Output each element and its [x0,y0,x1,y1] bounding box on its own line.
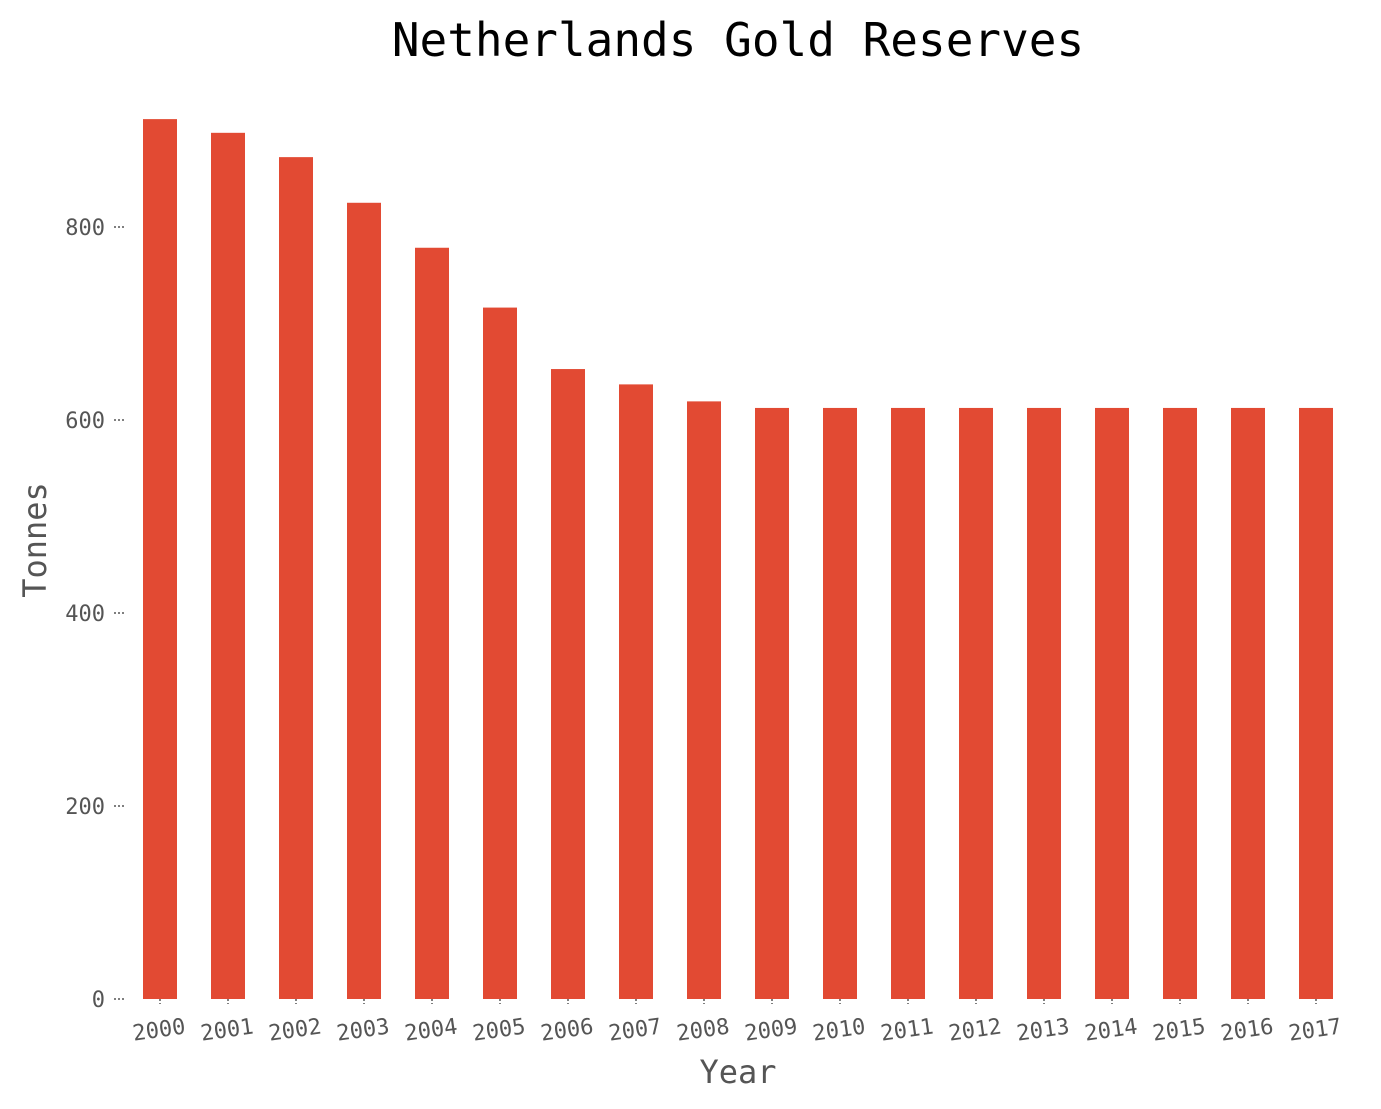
x-tick-label: 2002 [267,1014,323,1046]
x-axis: 2000 2001 2002 2003 2004 2005 2006 2007 2008 2009… [131,999,1343,1047]
bar-2004 [415,247,449,999]
bar-2015 [1163,407,1197,999]
bar-2014 [1095,407,1129,999]
bar-2013 [1027,407,1061,999]
x-tick-label: 2004 [403,1014,459,1046]
bar-2007 [619,384,653,999]
y-tick-label: 800 [65,216,105,241]
y-axis-label: Tonnes [16,482,54,598]
x-tick-label: 2003 [335,1014,391,1046]
x-tick-label: 2016 [1219,1014,1275,1046]
y-axis: 0 200 400 600 800 [65,216,124,1013]
x-tick-label: 2012 [947,1014,1003,1046]
bar-2017 [1299,407,1333,999]
x-tick-label: 2005 [471,1014,527,1046]
x-tick-label: 2000 [131,1014,187,1046]
x-tick-label: 2010 [811,1014,867,1046]
bar-2006 [551,369,585,999]
bar-2001 [211,132,245,999]
y-tick-label: 0 [92,988,105,1013]
x-tick-label: 2007 [607,1014,663,1046]
bar-2010 [823,407,857,999]
bars-group [143,119,1333,1000]
x-axis-label: Year [699,1053,776,1091]
bar-2003 [347,202,381,999]
x-tick-label: 2006 [539,1014,595,1046]
bar-2000 [143,119,177,1000]
bar-2005 [483,307,517,1000]
bar-2009 [755,407,789,999]
x-tick-label: 2008 [675,1014,731,1046]
x-tick-label: 2011 [879,1014,935,1046]
x-tick-label: 2015 [1151,1014,1207,1046]
x-tick-label: 2017 [1287,1014,1343,1046]
x-tick-label: 2013 [1015,1014,1071,1046]
x-tick-label: 2001 [199,1014,255,1046]
x-tick-label: 2009 [743,1014,799,1046]
x-tick-label: 2014 [1083,1014,1139,1046]
y-tick-label: 200 [65,795,105,820]
bar-2011 [891,407,925,999]
bar-2016 [1231,407,1265,999]
y-tick-label: 400 [65,602,105,627]
chart-title: Netherlands Gold Reserves [392,13,1084,67]
bar-2012 [959,407,993,999]
bar-2002 [279,157,313,999]
bar-2008 [687,401,721,999]
y-tick-label: 600 [65,409,105,434]
